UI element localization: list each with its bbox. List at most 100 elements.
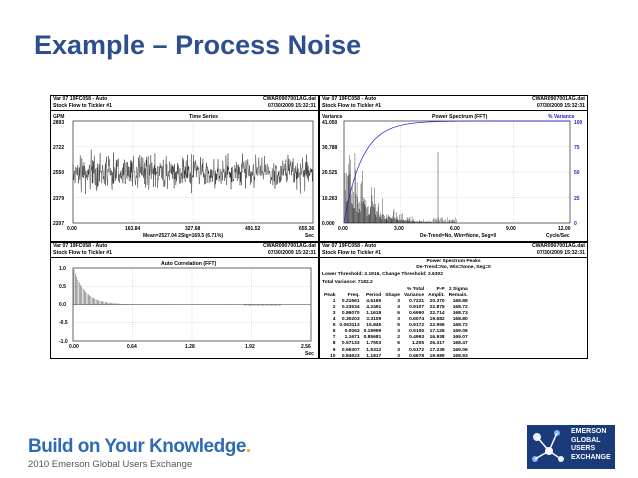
x-tick-label: 2.56	[301, 344, 311, 350]
description-label: Stock Flow to Tickler #1	[53, 250, 113, 256]
table-cell: Shape	[385, 292, 400, 298]
auto-correlation-chart: Auto Correlation (FFT) 1.0 0.5 0.0 -0.5 …	[59, 261, 314, 357]
file-name: CWAR0907001AG.dat	[262, 243, 316, 249]
table-cell: 3	[397, 317, 400, 323]
logo-line: USERS	[571, 445, 596, 452]
table-cell: 1.1817	[366, 353, 382, 358]
table-row: 9 0.65307 1.5312 3 0.5172 17.239 169.06	[322, 348, 470, 354]
table-cell: 20.370	[429, 298, 445, 304]
table-row: 8 0.57133 1.7503 6 1.205 26.317 168.47	[322, 341, 470, 347]
detrend-note: De-Trend=No, Win=None, Seg=0	[420, 233, 496, 239]
table-cell: 5	[397, 323, 400, 329]
table-cell: 17.239	[429, 347, 445, 353]
brand-tagline-text: Build on Your Knowledge	[28, 436, 246, 457]
chart-title: Time Series	[189, 114, 218, 120]
y-tick-label: 20.525	[322, 170, 338, 176]
variable-label: Var 07 19FC058 - Auto	[322, 96, 377, 102]
power-spectrum-chart: Power Spectrum (FFT) Variance % Variance…	[322, 114, 583, 239]
table-cell: Peak	[324, 292, 336, 298]
table-cell: 0.9107	[409, 304, 425, 310]
table-cell: 1.1618	[366, 311, 382, 316]
panel-header-row1: Var 07 19FC058 - Auto CWAR0907001AG.dat	[320, 243, 587, 250]
chart-title: Power Spectrum (FFT)	[432, 114, 488, 120]
table-cell: Freq.	[347, 292, 360, 298]
table-cell: 0.5100	[409, 329, 425, 335]
table-cell: 1.5312	[366, 347, 382, 353]
table-row: 6 0.0063 0.19999 3 0.5100 17.126 169.06	[322, 329, 470, 335]
table-cell: 22.956	[429, 323, 445, 329]
brand-dot: .	[245, 436, 251, 457]
stats-label: Mean=2527.04 2Sig=169.5 (6.71%)	[143, 233, 223, 239]
table-cell: 3.3109	[366, 317, 382, 323]
y-right-tick-label: 25	[574, 196, 580, 202]
x-axis-label: Sec	[305, 233, 314, 239]
x-axis-label: Cycle/Sec	[546, 233, 570, 239]
chart-title: Auto Correlation (FFT)	[161, 261, 217, 267]
table-cell: 0.7221	[409, 298, 425, 304]
table-cell: 3	[397, 347, 400, 353]
table-cell: 15.845	[366, 323, 382, 329]
table-row: 7 1.1671 0.85681 2 0.4993 16.938 169.07	[322, 335, 470, 341]
table-cell: 3	[397, 329, 400, 335]
cumulative-variance-line	[343, 120, 570, 224]
table-cell: 2	[332, 304, 336, 310]
table-cell: 5	[332, 323, 336, 329]
variable-label: Var 07 19FC058 - Auto	[322, 243, 377, 249]
grid-lines	[73, 268, 311, 341]
y-right-tick-label: 75	[574, 145, 580, 151]
x-tick-label: 6.00	[450, 226, 460, 232]
variable-label: Var 07 19FC058 - Auto	[53, 96, 108, 102]
table-cell: 4.2491	[366, 304, 382, 310]
table-cell: 168.72	[452, 323, 468, 329]
table-cell: 19.682	[429, 317, 445, 323]
table-cell: 168.88	[452, 298, 468, 304]
table-cell: 0.23534	[341, 304, 360, 310]
table-row: 1 0.21661 4.6165 3 0.7221 20.370 168.88	[322, 299, 470, 305]
grid-lines	[344, 121, 570, 223]
description-label: Stock Flow to Tickler #1	[322, 250, 382, 256]
y-tick-label: -1.0	[59, 339, 68, 345]
table-cell: Amplit.	[428, 292, 445, 298]
table-cell: 0.5172	[409, 347, 425, 353]
description-label: Stock Flow to Tickler #1	[322, 103, 382, 109]
table-cell: 2 Sigma	[448, 286, 468, 292]
x-tick-label: 655.36	[299, 226, 315, 232]
x-tick-label: 0.64	[127, 344, 137, 350]
table-cell: 0.19999	[363, 329, 382, 335]
table-cell: 10	[329, 353, 336, 358]
timestamp: 07/30/2009 15:32:31	[536, 103, 585, 109]
file-name: CWAR0907001AG.dat	[262, 96, 316, 102]
logo-text: EMERSON GLOBAL USERS EXCHANGE	[571, 428, 611, 462]
table-cell: 0.0063	[344, 329, 360, 335]
y-right-tick-label: 50	[574, 170, 580, 176]
table-cell: 7	[332, 335, 336, 341]
x-tick-label: 327.68	[185, 226, 201, 232]
table-cell: Variance	[403, 292, 425, 298]
logo-line: GLOBAL	[571, 436, 601, 444]
auto-correlation-panel: Var 07 19FC058 - Auto CWAR0907001AG.dat …	[51, 243, 318, 358]
brand-tagline: Build on Your Knowledge.	[28, 436, 251, 458]
table-row: 10 0.84623 1.1817 3 0.6678 19.589 168.93	[322, 354, 470, 358]
y-tick-label: 2379	[53, 196, 64, 202]
table-cell: 8	[332, 341, 336, 347]
table-cell: 0.063113	[339, 323, 360, 329]
y-axis-label: Variance	[322, 114, 343, 120]
logo-line: EXCHANGE	[571, 453, 611, 461]
power-spectrum-panel: Var 07 19FC058 - Auto CWAR0907001AG.dat …	[320, 96, 587, 241]
table-cell: 26.317	[429, 341, 445, 347]
y-tick-label: 2207	[53, 221, 64, 227]
time-series-line	[72, 149, 313, 194]
panel-header-row1: Var 07 19FC058 - Auto CWAR0907001AG.dat	[51, 96, 318, 103]
event-name: 2010 Emerson Global Users Exchange	[28, 459, 193, 470]
table-cell: 22.714	[429, 311, 445, 316]
table-cell: 3	[397, 304, 400, 310]
table-cell: 0.84623	[341, 353, 360, 358]
x-tick-label: 0.00	[67, 226, 77, 232]
x-tick-label: 0.00	[69, 344, 79, 350]
table-row: 2 0.23534 4.2491 3 0.9107 22.875 168.72	[322, 305, 470, 311]
table-cell: 22.875	[429, 304, 445, 310]
variable-label: Var 07 19FC058 - Auto	[53, 243, 108, 249]
table-cell: 0.21661	[341, 298, 360, 304]
y-tick-label: 0.000	[322, 221, 335, 227]
table-cell: 0.86070	[341, 311, 360, 316]
